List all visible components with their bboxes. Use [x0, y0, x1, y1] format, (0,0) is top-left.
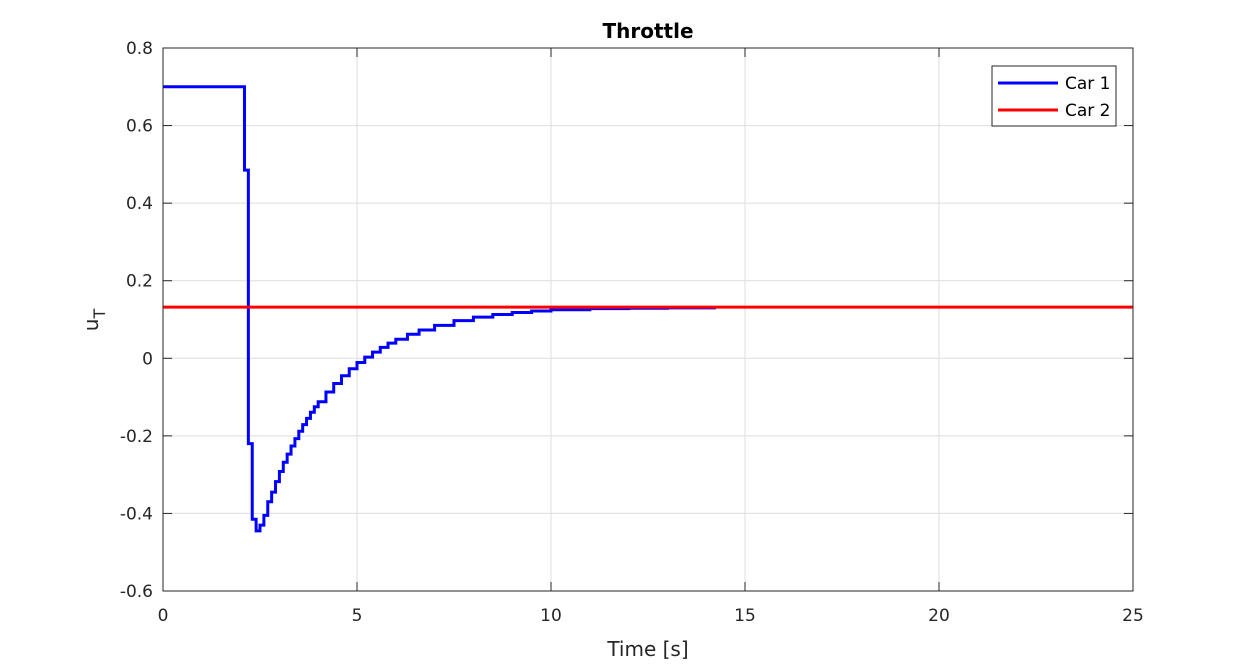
y-axis-label: uT: [79, 309, 109, 332]
plot-frame: [162, 47, 1134, 592]
x-tick-label: 20: [928, 606, 950, 626]
legend-box: [991, 65, 1117, 127]
y-tick-label: -0.6: [120, 582, 153, 602]
y-tick-label: 0.4: [126, 194, 153, 214]
series-line-car-1: [163, 85, 716, 533]
chart-title: Throttle: [602, 19, 693, 43]
x-tick-label: 5: [352, 606, 363, 626]
x-tick-label: 25: [1122, 606, 1144, 626]
x-tick-label: 15: [734, 606, 756, 626]
x-axis-label: Time [s]: [606, 637, 688, 661]
legend-label-car-1: Car 1: [1065, 74, 1111, 94]
y-tick-label: -0.2: [120, 427, 153, 447]
y-tick-label: 0.6: [126, 117, 153, 137]
legend-label-car-2: Car 2: [1065, 101, 1111, 121]
plot-background: [163, 48, 1133, 591]
y-tick-label: -0.4: [120, 504, 153, 524]
series-layer: [163, 85, 1133, 533]
y-tick-label: 0: [142, 349, 153, 369]
x-tick-label: 0: [158, 606, 169, 626]
y-axis-label-subscript: T: [90, 309, 109, 320]
y-tick-label: 0.2: [126, 272, 153, 292]
x-tick-label: 10: [540, 606, 562, 626]
grid-lines: [163, 48, 1133, 591]
legend: Car 1 Car 2: [991, 65, 1117, 127]
axis-ticks: 0 5 10 15 20 25 -0.6 -0.4 -0.2 0 0.2 0.4 0.6 0.8: [120, 39, 1144, 626]
y-axis-label-main: u: [79, 319, 103, 332]
y-tick-label: 0.8: [126, 39, 153, 59]
svg-text:uT: uT: [79, 309, 109, 332]
